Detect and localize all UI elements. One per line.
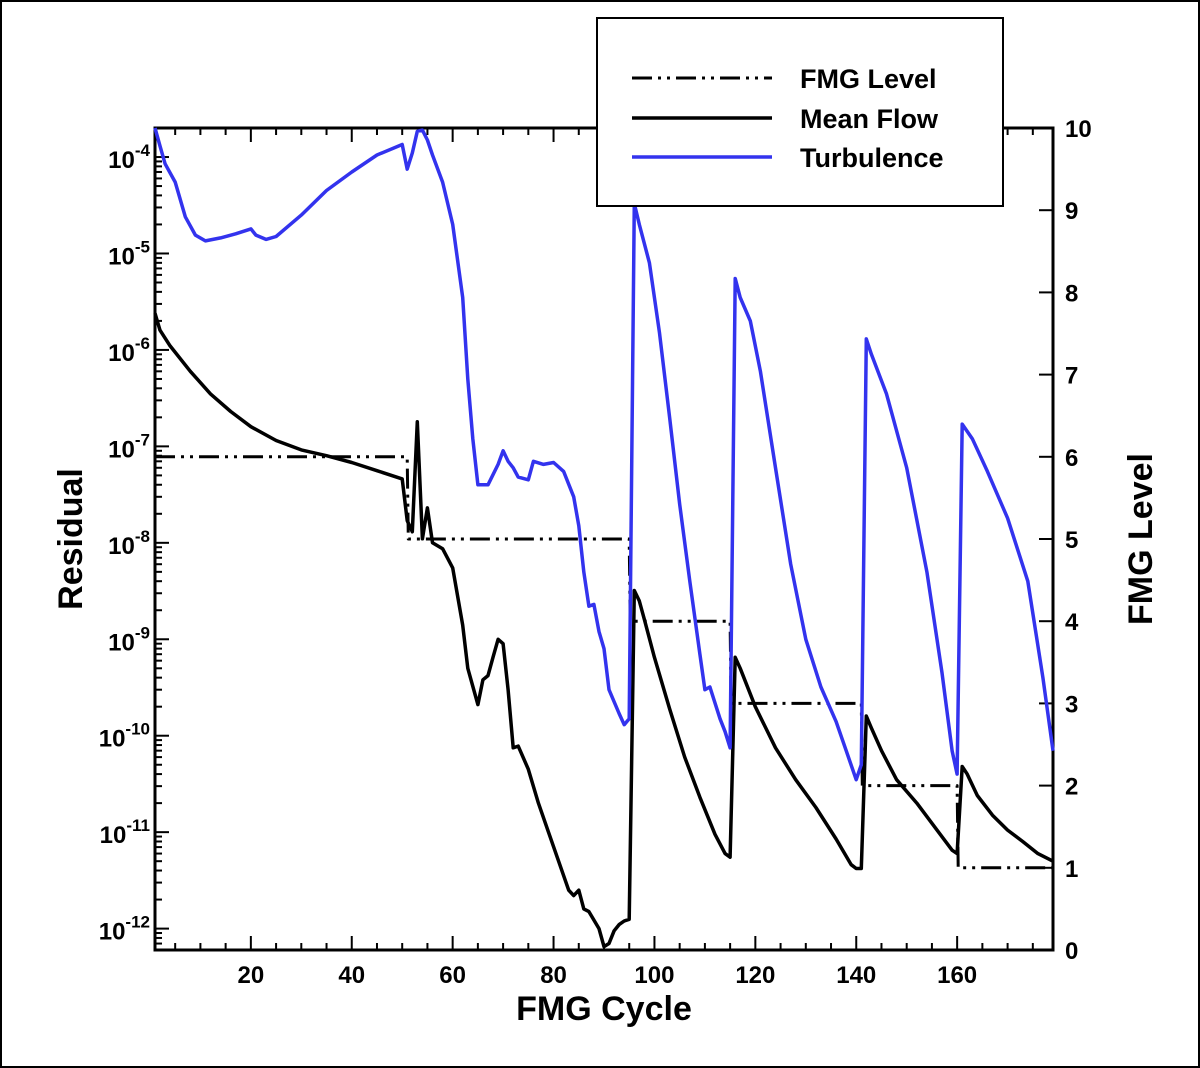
x-tick-label: 40 bbox=[338, 962, 365, 989]
x-tick-label: 120 bbox=[735, 962, 775, 989]
y-tick-base: 10 bbox=[108, 147, 135, 174]
x-axis-title: FMG Cycle bbox=[516, 990, 692, 1028]
y-tick-exponent: -5 bbox=[135, 237, 150, 256]
y-tick-base: 10 bbox=[99, 919, 126, 946]
y2-tick-label: 3 bbox=[1065, 691, 1078, 718]
y2-tick-label: 9 bbox=[1065, 198, 1078, 225]
y-tick-label: 10-6 bbox=[108, 334, 150, 367]
legend-label-fmg-level: FMG Level bbox=[800, 64, 937, 94]
series-lines bbox=[153, 127, 1055, 949]
y-tick-exponent: -8 bbox=[135, 527, 150, 546]
axis-ticks: 20 40 60 80 100 120 140 16010-410-510-610-710-8… bbox=[99, 116, 1092, 989]
y2-tick-label: 6 bbox=[1065, 445, 1078, 472]
y-tick-exponent: -11 bbox=[126, 816, 150, 835]
series-line-mean-flow bbox=[153, 312, 1054, 949]
x-tick-label: 160 bbox=[937, 962, 977, 989]
y-tick-label: 10-12 bbox=[99, 913, 150, 946]
legend: FMG Level Mean Flow Turbulence bbox=[596, 17, 1004, 207]
y-tick-base: 10 bbox=[108, 243, 135, 270]
x-tick-label: 20 bbox=[238, 962, 265, 989]
y-tick-exponent: -9 bbox=[135, 623, 150, 642]
y-tick-exponent: -12 bbox=[125, 913, 150, 932]
y2-tick-label: 4 bbox=[1065, 609, 1079, 636]
y2-tick-label: 0 bbox=[1065, 938, 1078, 965]
y-axis-title: Residual bbox=[52, 468, 90, 610]
y-tick-label: 10-7 bbox=[108, 430, 150, 463]
y-tick-base: 10 bbox=[100, 822, 127, 849]
y-tick-base: 10 bbox=[108, 629, 135, 656]
y-tick-label: 10-11 bbox=[100, 816, 150, 849]
x-tick-label: 80 bbox=[540, 962, 567, 989]
y-tick-exponent: -4 bbox=[135, 141, 151, 160]
y2-tick-label: 7 bbox=[1065, 363, 1078, 390]
y-tick-base: 10 bbox=[108, 436, 135, 463]
legend-label-turbulence: Turbulence bbox=[800, 143, 944, 173]
x-tick-label: 140 bbox=[836, 962, 876, 989]
x-tick-label: 60 bbox=[439, 962, 466, 989]
y2-tick-label: 1 bbox=[1065, 856, 1078, 883]
y-tick-exponent: -7 bbox=[135, 430, 150, 449]
y2-tick-label: 5 bbox=[1065, 527, 1078, 554]
legend-box bbox=[596, 17, 1004, 207]
y-tick-label: 10-5 bbox=[108, 237, 150, 270]
y2-axis-title: FMG Level bbox=[1122, 453, 1160, 625]
y2-tick-label: 10 bbox=[1065, 116, 1092, 143]
y-tick-exponent: -6 bbox=[135, 334, 150, 353]
y-tick-label: 10-4 bbox=[108, 141, 150, 174]
legend-label-mean-flow: Mean Flow bbox=[800, 104, 939, 134]
series-line-turbulence bbox=[153, 127, 1055, 782]
x-tick-label: 100 bbox=[634, 962, 674, 989]
y-tick-exponent: -10 bbox=[125, 720, 150, 739]
y2-tick-label: 8 bbox=[1065, 280, 1078, 307]
y-tick-base: 10 bbox=[108, 340, 135, 367]
y2-tick-label: 2 bbox=[1065, 774, 1078, 801]
y-tick-label: 10-10 bbox=[99, 720, 150, 753]
y-tick-base: 10 bbox=[99, 726, 126, 753]
y-tick-label: 10-8 bbox=[108, 527, 150, 560]
y-tick-base: 10 bbox=[108, 533, 135, 560]
y-tick-label: 10-9 bbox=[108, 623, 150, 656]
